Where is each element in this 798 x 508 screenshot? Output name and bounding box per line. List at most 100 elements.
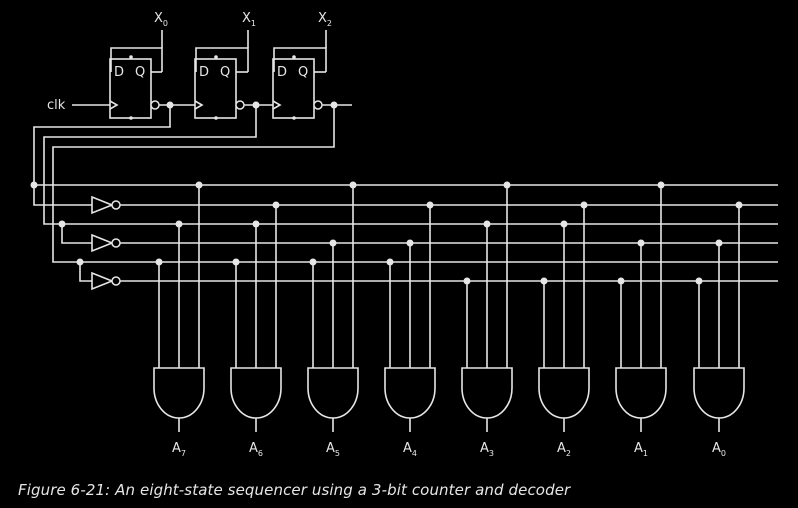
junction-dot [735, 201, 743, 209]
and-gate-a1: A1 [615, 181, 667, 458]
output-a6-label: A6 [249, 441, 263, 458]
output-a2-label: A2 [557, 441, 571, 458]
and-gate-body [461, 367, 513, 419]
decoder-and-gates: A7 A6 A5 A4 A3 A2 A1 A0 [153, 181, 745, 458]
output-a5-label: A5 [326, 441, 340, 458]
junction-dot [309, 258, 317, 266]
return-wire-x2 [52, 105, 335, 263]
output-subscript: 4 [412, 449, 417, 458]
output-subscript: 2 [566, 449, 571, 458]
and-gate-body [230, 367, 282, 419]
output-x1-label: X1 [242, 11, 256, 28]
junction-dot [483, 220, 491, 228]
and-gate-body [384, 367, 436, 419]
junction-dot [252, 220, 260, 228]
junction-dot [463, 277, 471, 285]
and-gate-a3: A3 [461, 181, 513, 458]
junction-dot [637, 239, 645, 247]
flip-flop-1-qbar-bubble [235, 100, 245, 110]
inverter-2-input-wire [79, 262, 92, 282]
output-name: A [634, 441, 643, 456]
and-gate-body [615, 367, 667, 419]
flip-flop-0-d-label: D [114, 65, 124, 80]
flip-flop-2-d-label: D [277, 65, 287, 80]
output-name: A [403, 441, 412, 456]
flip-flop-0-feedback-wire [110, 47, 163, 72]
inverter-1 [91, 233, 121, 253]
output-x2-label: X2 [318, 11, 332, 28]
and-gate-a0: A0 [693, 201, 745, 458]
junction-dot [560, 220, 568, 228]
flip-flop-0-qbar-bubble [150, 100, 160, 110]
junction-dot [503, 181, 511, 189]
output-name: A [480, 441, 489, 456]
junction-dot [540, 277, 548, 285]
output-subscript: 0 [721, 449, 726, 458]
junction-dot [426, 201, 434, 209]
flip-flop-1-q-label: Q [220, 65, 230, 80]
and-gate-a7: A7 [153, 181, 205, 458]
output-a1-label: A1 [634, 441, 648, 458]
junction-dot [657, 181, 665, 189]
junction-dot [232, 258, 240, 266]
flip-flop-1: D Q X1 [194, 11, 256, 120]
junction-dot [386, 258, 394, 266]
output-subscript: 1 [643, 449, 648, 458]
flip-flop-2-box [272, 58, 315, 119]
junction-dot [406, 239, 414, 247]
junction-dot [155, 258, 163, 266]
junction-dot [580, 201, 588, 209]
flip-flop-1-feedback-wire [195, 47, 249, 72]
inverter-2 [91, 271, 121, 291]
flip-flop-1-clock-triangle [194, 100, 204, 110]
and-gate-body [307, 367, 359, 419]
flip-flop-2-qbar-bubble [313, 100, 323, 110]
output-subscript: 5 [335, 449, 340, 458]
junction-dot [617, 277, 625, 285]
output-x0-label: X0 [154, 11, 168, 28]
and-gate-a5: A5 [307, 181, 359, 458]
clock-label: clk [47, 98, 66, 113]
output-a3-label: A3 [480, 441, 494, 458]
and-gate-body [693, 367, 745, 419]
and-gate-body [538, 367, 590, 419]
output-subscript: 6 [258, 449, 263, 458]
output-subscript: 3 [489, 449, 494, 458]
output-name: A [557, 441, 566, 456]
junction-dot [695, 277, 703, 285]
flip-flop-0-q-label: Q [135, 65, 145, 80]
junction-dot [329, 239, 337, 247]
output-name: A [249, 441, 258, 456]
figure-caption: Figure 6-21: An eight-state sequencer us… [18, 481, 571, 499]
output-a4-label: A4 [403, 441, 417, 458]
flip-flop-2-clock-triangle [272, 100, 282, 110]
junction-dot [175, 220, 183, 228]
flip-flop-2: D Q X2 [272, 11, 332, 120]
inverter-0 [91, 195, 121, 215]
output-name: A [326, 441, 335, 456]
output-a0-label: A0 [712, 441, 726, 458]
junction-dot [195, 181, 203, 189]
and-gate-a4: A4 [384, 201, 436, 458]
flip-flop-0-clock-triangle [109, 100, 119, 110]
return-wire-x1 [43, 105, 257, 225]
flip-flop-1-box [194, 58, 237, 119]
flip-flop-2-feedback-wire [273, 47, 327, 72]
output-a7-label: A7 [172, 441, 186, 458]
junction-dot [715, 239, 723, 247]
junction-dot [272, 201, 280, 209]
flip-flop-0: D Q X0 [109, 11, 168, 120]
flip-flop-1-d-label: D [199, 65, 209, 80]
and-gate-a6: A6 [230, 201, 282, 458]
return-wire-x0 [33, 105, 171, 206]
output-name: A [712, 441, 721, 456]
flip-flop-0-box [109, 58, 152, 119]
inverter-1-input-wire [61, 224, 92, 244]
output-subscript: 7 [181, 449, 186, 458]
and-gate-a2: A2 [538, 201, 590, 458]
output-name: A [172, 441, 181, 456]
and-gate-body [153, 367, 205, 419]
junction-dot [349, 181, 357, 189]
bus-lines [34, 184, 778, 282]
